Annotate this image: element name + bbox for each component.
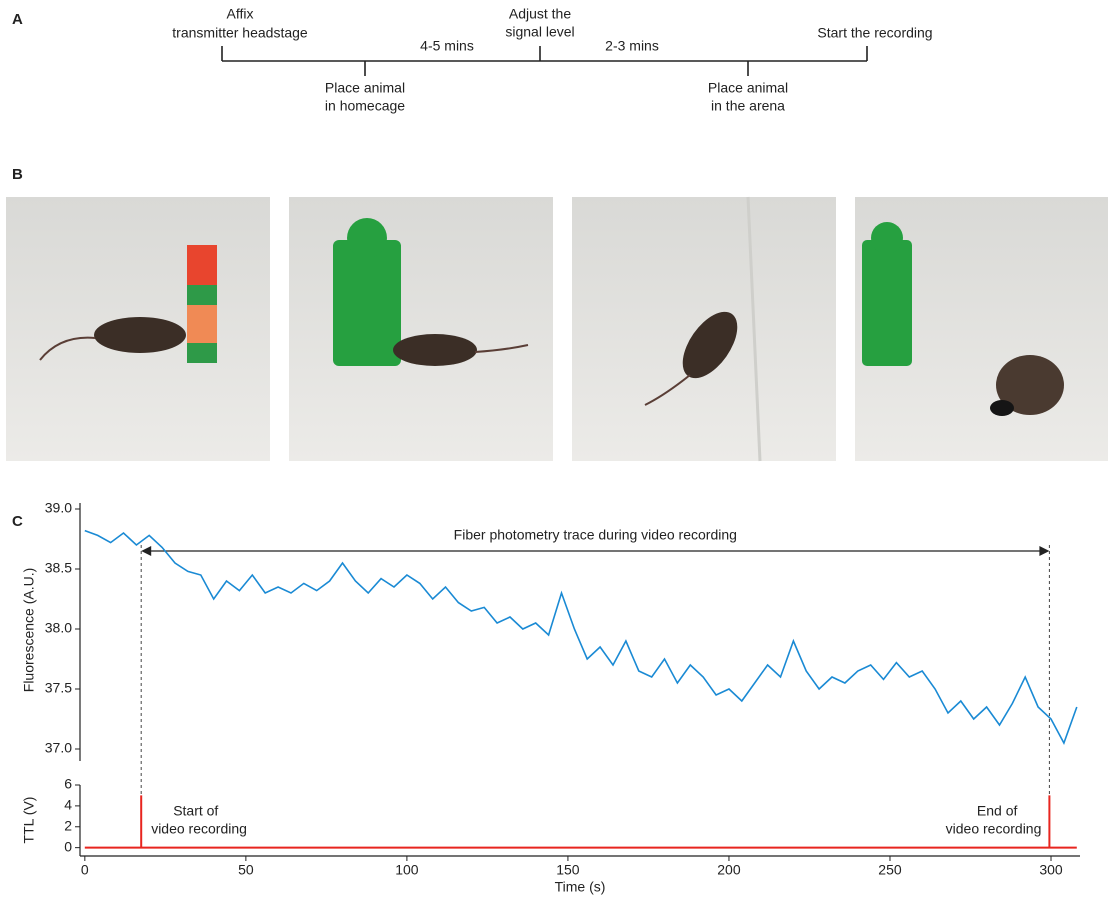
y-tick-label: 37.5: [45, 680, 72, 696]
y-tick-label: 38.5: [45, 560, 72, 576]
timeline-label: Place animal: [325, 80, 405, 96]
timeline-label: Adjust the: [509, 6, 571, 22]
y-axis-label: TTL (V): [21, 797, 37, 844]
photo: [572, 197, 836, 461]
panel-label: B: [12, 166, 23, 183]
x-axis-label: Time (s): [555, 879, 606, 895]
photo: [855, 197, 1108, 461]
x-tick-label: 100: [395, 862, 419, 878]
timeline-label: signal level: [505, 24, 574, 40]
panel-label: C: [12, 513, 23, 530]
x-tick-label: 50: [238, 862, 254, 878]
annotation: Fiber photometry trace during video reco…: [454, 527, 737, 543]
timeline-label: in the arena: [711, 98, 785, 114]
x-tick-label: 150: [556, 862, 580, 878]
interval-label: 2-3 mins: [605, 38, 659, 54]
y-tick-label: 38.0: [45, 620, 72, 636]
y-tick-label: 37.0: [45, 740, 72, 756]
annotation: video recording: [946, 821, 1042, 837]
x-tick-label: 0: [81, 862, 89, 878]
annotation: Start of: [173, 803, 218, 819]
timeline-label: in homecage: [325, 98, 405, 114]
y-tick-label: 39.0: [45, 500, 72, 516]
data-line: [85, 531, 1077, 743]
x-tick-label: 300: [1039, 862, 1063, 878]
photo: [6, 197, 270, 461]
timeline: Affix transmitter headstage Place animal…: [172, 6, 932, 114]
x-tick-label: 250: [878, 862, 902, 878]
panel-label: A: [12, 11, 23, 28]
timeline-label: transmitter headstage: [172, 25, 308, 41]
annotation: video recording: [151, 821, 247, 837]
timeline-label: Affix: [227, 6, 254, 22]
y-tick-label: 6: [64, 776, 72, 792]
interval-label: 4-5 mins: [420, 38, 474, 54]
y-axis-label: Fluorescence (A.U.): [21, 568, 37, 692]
figure: A B C Affix transmitter headstage Place …: [0, 0, 1113, 906]
y-tick-label: 0: [64, 838, 72, 854]
photo: [289, 197, 553, 461]
timeline-label: Place animal: [708, 80, 788, 96]
timeline-label: Start the recording: [817, 25, 932, 41]
y-tick-label: 2: [64, 817, 72, 833]
x-tick-label: 200: [717, 862, 741, 878]
y-tick-label: 4: [64, 797, 72, 813]
annotation: End of: [977, 803, 1018, 819]
